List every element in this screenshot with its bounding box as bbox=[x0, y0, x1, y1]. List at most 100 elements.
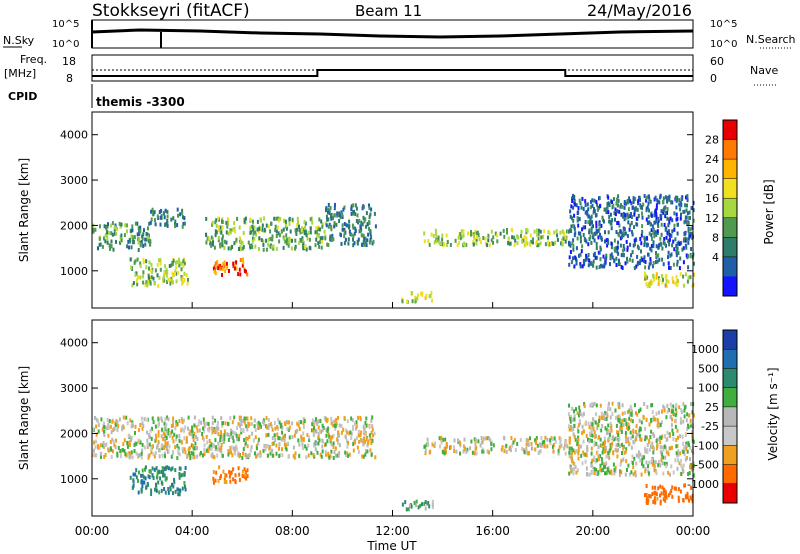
data-cell bbox=[629, 408, 632, 412]
data-cell bbox=[239, 272, 242, 277]
data-cell bbox=[577, 451, 580, 456]
data-cell bbox=[653, 213, 656, 218]
data-cell bbox=[686, 198, 689, 203]
data-cell bbox=[267, 423, 270, 428]
data-cell bbox=[590, 230, 593, 235]
data-cell bbox=[413, 500, 416, 505]
data-cell bbox=[675, 274, 678, 279]
data-cell bbox=[607, 454, 610, 459]
data-cell bbox=[227, 217, 230, 222]
data-cell bbox=[589, 403, 592, 408]
data-cell bbox=[548, 241, 551, 246]
data-cell bbox=[638, 409, 640, 414]
data-cell bbox=[122, 425, 125, 430]
data-cell bbox=[475, 451, 478, 456]
data-cell bbox=[599, 437, 602, 442]
data-cell bbox=[616, 415, 619, 420]
data-cell bbox=[661, 246, 664, 251]
data-cell bbox=[602, 446, 605, 451]
data-cell bbox=[446, 239, 449, 244]
data-cell bbox=[234, 229, 236, 234]
data-cell bbox=[130, 245, 133, 250]
data-cell bbox=[648, 471, 650, 476]
data-cell bbox=[620, 265, 623, 269]
data-cell bbox=[219, 263, 222, 268]
data-cell bbox=[203, 443, 206, 448]
data-cell bbox=[596, 229, 599, 233]
data-cell bbox=[175, 420, 178, 424]
data-cell bbox=[171, 435, 174, 440]
data-cell bbox=[635, 206, 637, 211]
data-cell bbox=[456, 243, 459, 247]
data-cell bbox=[164, 264, 167, 269]
data-cell bbox=[317, 441, 320, 446]
data-cell bbox=[690, 462, 693, 467]
data-cell bbox=[257, 420, 260, 425]
data-cell bbox=[332, 216, 334, 221]
data-cell bbox=[637, 454, 640, 459]
data-cell bbox=[279, 216, 282, 221]
data-cell bbox=[434, 441, 437, 446]
data-cell bbox=[238, 478, 241, 482]
data-cell bbox=[575, 407, 577, 412]
data-cell bbox=[587, 207, 590, 212]
data-cell bbox=[666, 409, 669, 414]
data-cell bbox=[283, 218, 286, 223]
data-cell bbox=[214, 418, 217, 423]
data-cell bbox=[247, 240, 250, 245]
data-cell bbox=[682, 450, 685, 455]
data-cell bbox=[275, 451, 278, 456]
data-cell bbox=[146, 281, 149, 286]
data-cell bbox=[647, 252, 650, 257]
data-cell bbox=[144, 467, 146, 472]
data-cell bbox=[212, 240, 214, 245]
data-cell bbox=[97, 423, 100, 428]
data-cell bbox=[233, 221, 236, 226]
data-cell bbox=[238, 236, 241, 241]
data-cell bbox=[601, 264, 604, 269]
data-cell bbox=[649, 222, 652, 227]
data-cell bbox=[101, 443, 104, 448]
data-cell bbox=[609, 407, 612, 412]
data-cell bbox=[196, 437, 199, 441]
data-cell bbox=[475, 445, 478, 450]
data-cell bbox=[574, 231, 577, 236]
data-cell bbox=[657, 410, 660, 415]
data-cell bbox=[624, 411, 626, 415]
data-cell bbox=[114, 423, 117, 428]
data-cell bbox=[262, 420, 265, 425]
data-cell bbox=[407, 507, 410, 512]
data-cell bbox=[188, 451, 190, 456]
data-cell bbox=[589, 218, 592, 223]
data-cell bbox=[672, 262, 675, 267]
data-cell bbox=[334, 446, 337, 451]
data-cell bbox=[662, 200, 665, 204]
data-cell bbox=[684, 404, 687, 409]
data-cell bbox=[281, 453, 284, 457]
data-cell bbox=[633, 242, 636, 247]
colorbar-swatch bbox=[723, 426, 737, 446]
data-cell bbox=[346, 430, 349, 435]
data-cell bbox=[682, 441, 685, 446]
data-cell bbox=[187, 426, 189, 431]
data-cell bbox=[114, 445, 117, 450]
data-cell bbox=[103, 421, 105, 426]
data-cell bbox=[687, 228, 690, 233]
data-cell bbox=[665, 495, 668, 500]
data-cell bbox=[675, 451, 678, 456]
data-cell bbox=[246, 272, 249, 277]
data-cell bbox=[105, 226, 108, 231]
data-cell bbox=[242, 447, 245, 452]
data-cell bbox=[126, 229, 128, 234]
data-cell bbox=[482, 236, 485, 240]
data-cell bbox=[610, 444, 613, 449]
data-cell bbox=[516, 442, 519, 446]
data-cell bbox=[610, 245, 613, 250]
data-cell bbox=[147, 455, 150, 460]
data-cell bbox=[134, 431, 136, 435]
data-cell bbox=[139, 275, 142, 280]
data-cell bbox=[180, 267, 183, 272]
data-cell bbox=[235, 447, 238, 452]
data-cell bbox=[584, 257, 587, 262]
